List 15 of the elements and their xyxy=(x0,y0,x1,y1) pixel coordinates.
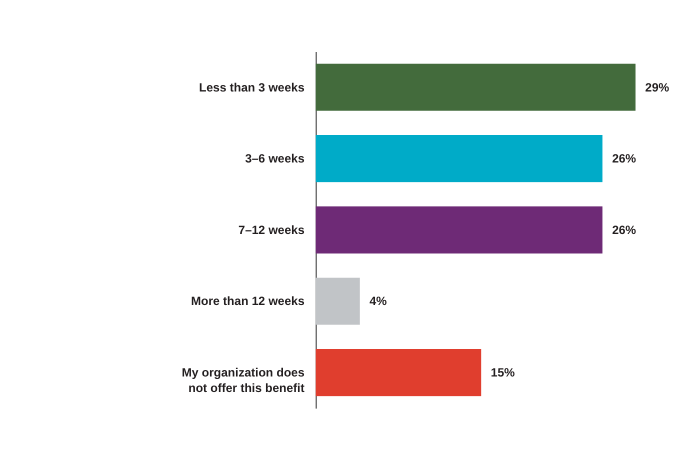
bar xyxy=(316,206,602,254)
data-label: 29% xyxy=(645,80,670,94)
bar xyxy=(316,135,602,182)
y-tick-label: 3–6 weeks xyxy=(245,152,305,166)
y-tick-label: More than 12 weeks xyxy=(191,294,305,308)
data-label: 4% xyxy=(369,294,388,308)
y-tick-label: Less than 3 weeks xyxy=(199,80,305,94)
data-label: 26% xyxy=(612,222,636,237)
data-label: 15% xyxy=(490,366,516,380)
y-tick-label: 7–12 weeks xyxy=(238,222,305,237)
data-label: 26% xyxy=(612,152,636,166)
bar xyxy=(316,64,636,111)
bar xyxy=(316,278,360,325)
bar xyxy=(316,349,482,396)
y-tick-label: My organization does not offer this benefit xyxy=(182,366,305,395)
